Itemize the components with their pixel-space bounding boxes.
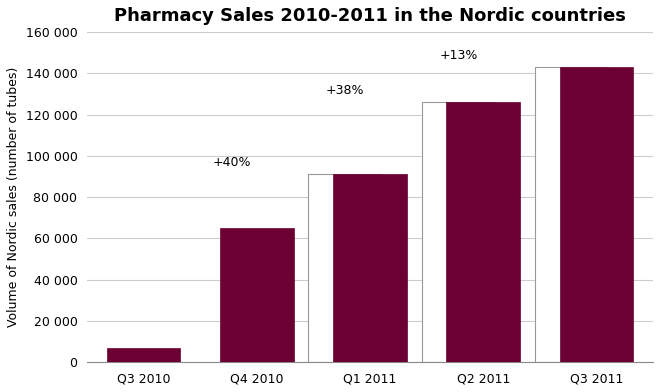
Text: +38%: +38% [326, 84, 364, 97]
Y-axis label: Volume of Nordic sales (number of tubes): Volume of Nordic sales (number of tubes) [7, 67, 20, 327]
Bar [308, 174, 382, 362]
Bar [220, 228, 294, 362]
Bar [107, 348, 180, 362]
Bar [560, 67, 633, 362]
Bar [446, 102, 520, 362]
Title: Pharmacy Sales 2010-2011 in the Nordic countries: Pharmacy Sales 2010-2011 in the Nordic c… [114, 7, 626, 25]
Text: +40%: +40% [213, 156, 251, 169]
Bar [535, 67, 609, 362]
Bar [333, 174, 407, 362]
Bar [422, 102, 495, 362]
Text: +13%: +13% [439, 49, 478, 62]
